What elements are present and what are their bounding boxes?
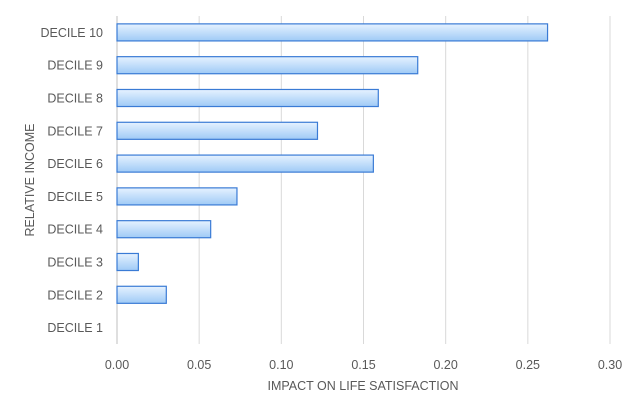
y-tick-label: DECILE 4 [47,223,103,237]
bar-decile-7 [116,121,319,140]
bar-decile-9 [116,56,419,75]
y-axis-title: RELATIVE INCOME [23,124,37,237]
y-tick-label: DECILE 5 [47,190,103,204]
bar-decile-3 [116,252,139,272]
bar-decile-10 [116,23,549,42]
y-tick-label: DECILE 3 [47,256,103,270]
x-tick-label: 0.00 [105,358,129,372]
y-tick-label: DECILE 2 [47,288,103,302]
x-tick-label: 0.15 [351,358,375,372]
x-tick-label: 0.05 [187,358,211,372]
y-tick-label: DECILE 1 [47,321,103,335]
bar-decile-8 [116,88,379,108]
x-tick-label: 0.30 [598,358,622,372]
bar-decile-6 [116,154,374,173]
bar-decile-2 [116,285,167,304]
x-tick-label: 0.10 [269,358,293,372]
x-axis-title: IMPACT ON LIFE SATISFACTION [268,379,459,393]
y-tick-label: DECILE 7 [47,124,103,138]
x-tick-labels: 0.00 0.05 0.10 0.15 0.20 0.25 0.30 [105,358,622,372]
x-tick-label: 0.25 [516,358,540,372]
x-tick-label: 0.20 [433,358,457,372]
bar-decile-4 [116,220,212,239]
y-tick-label: DECILE 10 [40,26,103,40]
y-tick-label: DECILE 8 [47,92,103,106]
bar-decile-5 [116,187,238,206]
y-tick-label: DECILE 9 [47,59,103,73]
y-tick-labels: DECILE 10 DECILE 9 DECILE 8 DECILE 7 DECILE … [40,26,103,335]
y-tick-label: DECILE 6 [47,157,103,171]
bars [116,23,549,304]
